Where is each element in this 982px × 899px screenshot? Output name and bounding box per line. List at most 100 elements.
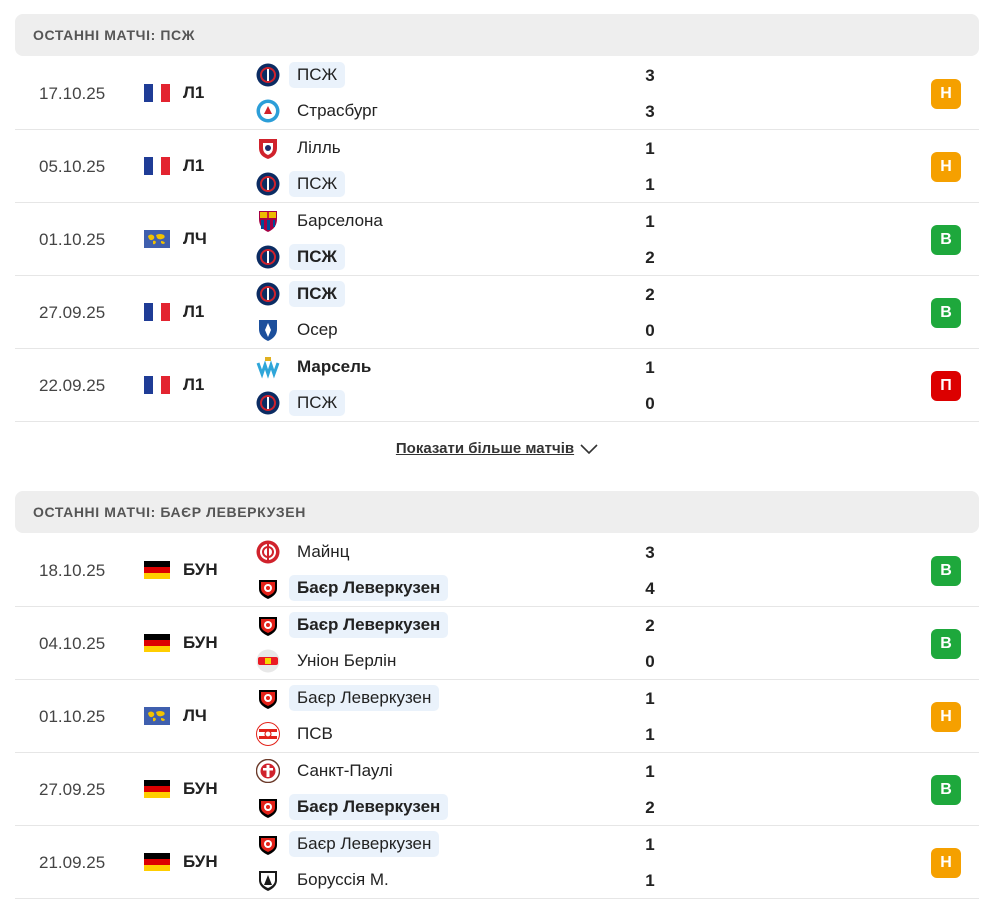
home-score: 1	[645, 358, 655, 377]
away-team-name: Уніон Берлін	[297, 651, 397, 670]
match-date: 27.09.25	[39, 303, 106, 322]
leverkusen-crest-icon	[256, 832, 280, 856]
psg-crest-icon	[256, 245, 280, 269]
away-team[interactable]: Осер	[256, 316, 346, 344]
home-team[interactable]: Майнц	[256, 538, 357, 566]
league-label: БУН	[183, 560, 218, 579]
world-flag-icon	[144, 230, 170, 248]
away-score: 1	[645, 175, 655, 194]
germany-flag-icon	[144, 561, 170, 579]
home-score: 1	[645, 689, 655, 708]
match-date: 17.10.25	[39, 84, 106, 103]
away-score: 1	[645, 871, 655, 890]
away-team-name: ПСЖ	[289, 244, 345, 270]
away-team-name: Осер	[297, 320, 338, 339]
home-team[interactable]: ПСЖ	[256, 280, 345, 308]
away-team[interactable]: ПСЖ	[256, 243, 345, 271]
leverkusen-crest-icon	[256, 795, 280, 819]
away-team[interactable]: Уніон Берлін	[256, 647, 404, 675]
stpauli-crest-icon	[256, 759, 280, 783]
germany-flag-icon	[144, 853, 170, 871]
home-team[interactable]: Баєр Леверкузен	[256, 830, 440, 858]
match-row[interactable]: 27.09.25 БУН Санкт-Паулі Баєр Леверкузен 1 2 В	[15, 753, 979, 826]
away-team-name: ПСЖ	[289, 171, 346, 197]
away-team-name: ПСВ	[297, 724, 333, 743]
result-badge: Н	[931, 702, 961, 732]
psg-crest-icon	[256, 282, 280, 306]
home-score: 1	[645, 762, 655, 781]
result-badge: В	[931, 775, 961, 805]
auxerre-crest-icon	[256, 318, 280, 342]
germany-flag-icon	[144, 780, 170, 798]
psg-crest-icon	[256, 63, 280, 87]
home-score: 1	[645, 139, 655, 158]
away-score: 2	[645, 798, 655, 817]
home-team-name: Санкт-Паулі	[297, 761, 393, 780]
result-badge: В	[931, 556, 961, 586]
match-date: 18.10.25	[39, 561, 106, 580]
home-team-name: Баєр Леверкузен	[289, 612, 449, 638]
away-score: 2	[645, 248, 655, 267]
home-team[interactable]: Баєр Леверкузен	[256, 611, 449, 639]
match-date: 05.10.25	[39, 157, 106, 176]
home-score: 3	[645, 66, 655, 85]
home-team-name: ПСЖ	[289, 281, 345, 307]
away-score: 0	[645, 394, 655, 413]
match-row[interactable]: 21.09.25 БУН Баєр Леверкузен Боруссія М. 1 1 Н	[15, 826, 979, 899]
leverkusen-crest-icon	[256, 576, 280, 600]
away-team-name: ПСЖ	[289, 390, 346, 416]
match-row[interactable]: 01.10.25 ЛЧ Барселона ПСЖ 1 2 В	[15, 203, 979, 276]
match-row[interactable]: 04.10.25 БУН Баєр Леверкузен Уніон Берлін 2 0…	[15, 607, 979, 680]
away-team[interactable]: ПСЖ	[256, 389, 346, 417]
match-row[interactable]: 05.10.25 Л1 Лілль ПСЖ 1 1 Н	[15, 130, 979, 203]
match-row[interactable]: 17.10.25 Л1 ПСЖ Страсбург 3 3 Н	[15, 57, 979, 130]
match-row[interactable]: 01.10.25 ЛЧ Баєр Леверкузен ПСВ 1 1 Н	[15, 680, 979, 753]
away-team[interactable]: ПСЖ	[256, 170, 346, 198]
result-badge: В	[931, 298, 961, 328]
home-team-name: Баєр Леверкузен	[289, 685, 440, 711]
home-score: 1	[645, 835, 655, 854]
match-row[interactable]: 22.09.25 Л1 Марсель ПСЖ 1 0 П	[15, 349, 979, 422]
result-badge: В	[931, 225, 961, 255]
france-flag-icon	[144, 303, 170, 321]
match-row[interactable]: 18.10.25 БУН Майнц Баєр Леверкузен 3 4 В	[15, 534, 979, 607]
away-team[interactable]: Боруссія М.	[256, 866, 397, 894]
league-label: Л1	[183, 375, 205, 394]
away-team[interactable]: Баєр Леверкузен	[256, 574, 449, 602]
home-team[interactable]: Барселона	[256, 207, 391, 235]
match-date: 27.09.25	[39, 780, 106, 799]
home-team[interactable]: ПСЖ	[256, 61, 346, 89]
match-date: 21.09.25	[39, 853, 106, 872]
league-label: Л1	[183, 83, 205, 102]
home-team[interactable]: Баєр Леверкузен	[256, 684, 440, 712]
away-team-name: Страсбург	[297, 101, 378, 120]
away-team[interactable]: Баєр Леверкузен	[256, 793, 449, 821]
psg-crest-icon	[256, 172, 280, 196]
section-header: ОСТАННІ МАТЧІ: БАЄР ЛЕВЕРКУЗЕН	[15, 491, 979, 533]
away-score: 4	[645, 579, 655, 598]
away-team[interactable]: ПСВ	[256, 720, 341, 748]
home-score: 1	[645, 212, 655, 231]
union-crest-icon	[256, 649, 280, 673]
world-flag-icon	[144, 707, 170, 725]
home-team[interactable]: Марсель	[256, 353, 379, 381]
match-row[interactable]: 27.09.25 Л1 ПСЖ Осер 2 0 В	[15, 276, 979, 349]
section-header: ОСТАННІ МАТЧІ: ПСЖ	[15, 14, 979, 56]
away-score: 0	[645, 652, 655, 671]
barcelona-crest-icon	[256, 209, 280, 233]
chevron-down-icon	[580, 443, 598, 454]
result-badge: Н	[931, 848, 961, 878]
france-flag-icon	[144, 157, 170, 175]
matches-list: 18.10.25 БУН Майнц Баєр Леверкузен 3 4 В 04.10.…	[15, 534, 979, 899]
away-team[interactable]: Страсбург	[256, 97, 386, 125]
home-score: 2	[645, 616, 655, 635]
match-date: 01.10.25	[39, 230, 106, 249]
strasbourg-crest-icon	[256, 99, 280, 123]
home-team[interactable]: Санкт-Паулі	[256, 757, 401, 785]
result-badge: Н	[931, 152, 961, 182]
mainz-crest-icon	[256, 540, 280, 564]
show-more-button[interactable]: Показати більше матчів	[396, 440, 598, 457]
home-team-name: Лілль	[297, 138, 341, 157]
result-badge: В	[931, 629, 961, 659]
home-team[interactable]: Лілль	[256, 134, 349, 162]
